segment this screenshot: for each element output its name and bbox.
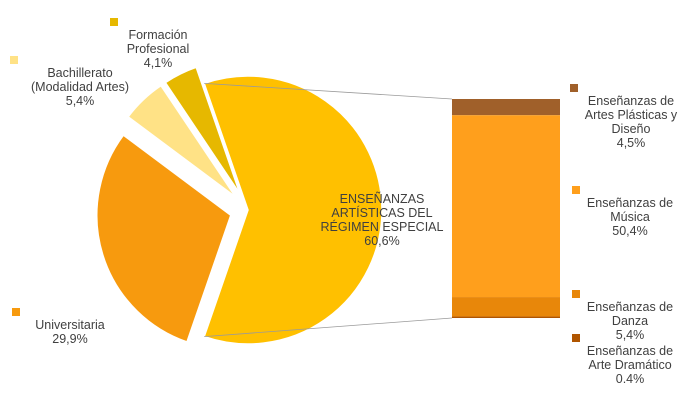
bar-label-musica: Enseñanzas de Música 50,4% — [578, 182, 682, 252]
connector-lines — [204, 82, 453, 338]
slice-label-main: ENSEÑANZAS ARTÍSTICAS DEL RÉGIMEN ESPECI… — [312, 178, 452, 262]
connector-top — [204, 82, 453, 100]
slice-value-main: 60,6% — [364, 234, 400, 248]
bar-segment-arte-dramatico — [452, 316, 560, 318]
legend-swatch-arte-dramatico — [572, 334, 580, 342]
slice-label-universitaria: Universitaria 29,9% — [22, 304, 118, 360]
pie-slice-bachillerato — [127, 84, 237, 198]
legend-swatch-fp — [110, 18, 118, 26]
connector-bottom — [204, 317, 453, 338]
pie-slice-fp — [164, 66, 241, 195]
stacked-bar — [452, 99, 560, 318]
bar-value-arte-dramatico: 0.4% — [615, 372, 645, 386]
slice-value-bachillerato: 5,4% — [65, 94, 95, 108]
bar-label-musica-text: Enseñanzas de Música — [586, 196, 674, 224]
slice-value-universitaria: 29,9% — [52, 332, 88, 346]
chart — [96, 66, 560, 345]
slice-value-fp: 4,1% — [143, 56, 173, 70]
legend-swatch-danza — [572, 290, 580, 298]
legend-swatch-bachillerato — [10, 56, 18, 64]
slice-label-bachillerato: Bachillerato (Modalidad Artes) 5,4% — [18, 52, 142, 122]
slice-label-main-text: ENSEÑANZAS ARTÍSTICAS DEL RÉGIMEN ESPECI… — [320, 192, 444, 234]
legend-swatch-musica — [572, 186, 580, 194]
slice-label-universitaria-text: Universitaria — [35, 318, 105, 332]
legend-swatch-universitaria — [12, 308, 20, 316]
bar-value-musica: 50,4% — [612, 224, 648, 238]
slice-label-bachillerato-text: Bachillerato (Modalidad Artes) — [31, 66, 129, 94]
bar-label-danza: Enseñanzas de Danza 5,4% — [578, 286, 682, 356]
bar-label-artes-plasticas: Enseñanzas de Artes Plásticas y Diseño 4… — [576, 80, 686, 164]
bar-label-danza-text: Enseñanzas de Danza — [586, 300, 674, 328]
slice-label-fp: Formación Profesional 4,1% — [120, 14, 196, 84]
pie-slice-universitaria — [96, 134, 232, 343]
bar-label-arte-dramatico: Enseñanzas de Arte Dramático 0.4% — [578, 330, 682, 400]
bar-label-artes-plasticas-text: Enseñanzas de Artes Plásticas y Diseño — [584, 94, 678, 136]
bar-value-danza: 5,4% — [615, 328, 645, 342]
bar-label-arte-dramatico-text: Enseñanzas de Arte Dramático — [586, 344, 674, 372]
bar-value-artes-plasticas: 4,5% — [616, 136, 646, 150]
bar-segment-musica — [452, 115, 560, 298]
bar-segment-artes-plasticas — [452, 99, 560, 116]
legend-swatch-artes-plasticas — [570, 84, 578, 92]
pie-slice-main — [203, 75, 383, 345]
pie-chart — [96, 66, 383, 345]
bar-segment-danza — [452, 297, 560, 317]
slice-label-fp-text: Formación Profesional — [126, 28, 190, 56]
